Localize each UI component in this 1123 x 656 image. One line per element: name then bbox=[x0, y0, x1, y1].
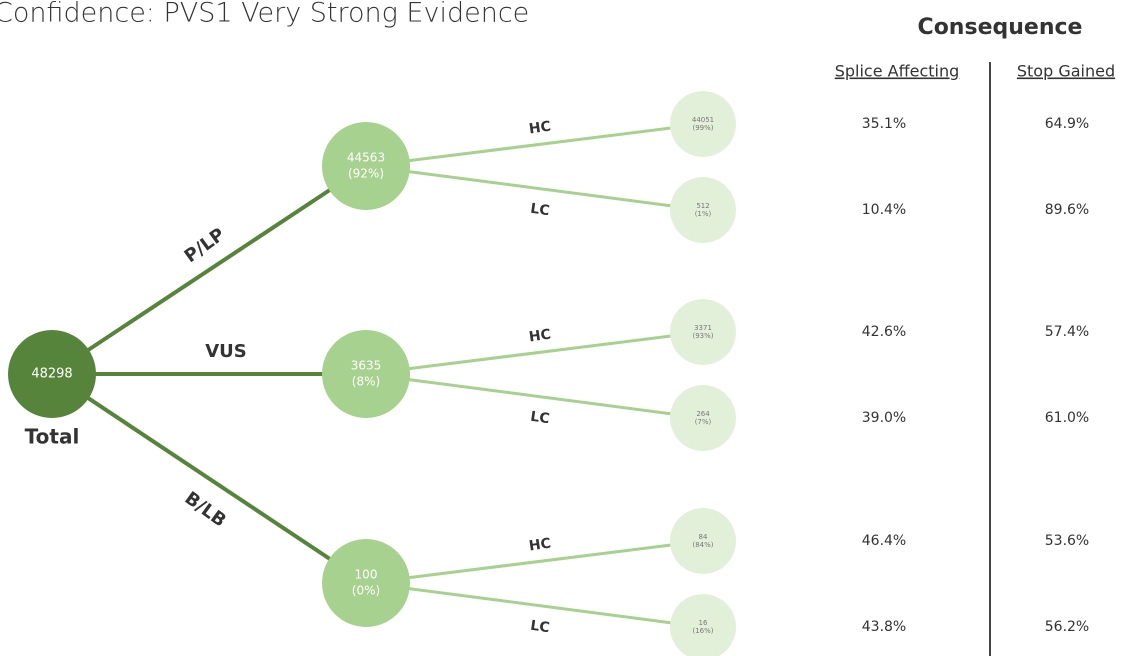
splice-value: 42.6% bbox=[862, 324, 906, 340]
leaf-edge bbox=[365, 539, 704, 585]
leaf-node bbox=[670, 299, 736, 365]
stop-value: 53.6% bbox=[1045, 533, 1089, 549]
leaf-node bbox=[670, 594, 736, 656]
class-count: 100 bbox=[355, 568, 378, 582]
splice-value: 10.4% bbox=[862, 202, 906, 218]
branch-edge bbox=[50, 164, 368, 376]
stop-value: 89.6% bbox=[1045, 202, 1089, 218]
leaf-count: 3371 bbox=[694, 324, 712, 332]
confidence-label: HC bbox=[528, 536, 552, 555]
stop-value: 57.4% bbox=[1045, 324, 1089, 340]
leaf-edge bbox=[365, 164, 704, 212]
root-count: 48298 bbox=[31, 367, 72, 382]
column-header: Splice Affecting bbox=[835, 62, 960, 81]
confidence-label: LC bbox=[529, 409, 550, 428]
title: Confidence: PVS1 Very Strong Evidence bbox=[0, 0, 529, 29]
leaf-edge bbox=[365, 330, 704, 376]
column-header: Stop Gained bbox=[1017, 62, 1115, 81]
leaf-share: (84%) bbox=[692, 541, 713, 549]
leaf-count: 16 bbox=[699, 619, 708, 627]
confidence-label: HC bbox=[528, 327, 552, 346]
class-share: (0%) bbox=[352, 584, 380, 598]
confidence-label: LC bbox=[529, 618, 550, 637]
root-label: Total bbox=[25, 425, 80, 449]
leaf-count: 84 bbox=[699, 533, 708, 541]
leaf-count: 264 bbox=[696, 410, 710, 418]
confidence-label: LC bbox=[529, 201, 550, 220]
splice-value: 43.8% bbox=[862, 619, 906, 635]
branch-label: VUS bbox=[205, 341, 247, 362]
stop-value: 61.0% bbox=[1045, 410, 1089, 426]
leaf-count: 44051 bbox=[692, 116, 714, 124]
splice-value: 35.1% bbox=[862, 116, 906, 132]
branch-edge bbox=[50, 372, 368, 585]
class-count: 44563 bbox=[347, 151, 385, 165]
consequence-title: Consequence bbox=[918, 15, 1083, 40]
leaf-share: (93%) bbox=[692, 332, 713, 340]
leaf-node bbox=[670, 385, 736, 451]
leaf-share: (16%) bbox=[692, 627, 713, 635]
branch-label: B/LB bbox=[181, 488, 230, 532]
confidence-label: HC bbox=[528, 119, 552, 138]
class-node bbox=[322, 122, 410, 210]
stop-value: 64.9% bbox=[1045, 116, 1089, 132]
leaf-node bbox=[670, 508, 736, 574]
leaf-node bbox=[670, 91, 736, 157]
leaf-node bbox=[670, 177, 736, 243]
class-count: 3635 bbox=[351, 359, 382, 373]
leaf-share: (1%) bbox=[695, 210, 712, 218]
class-share: (8%) bbox=[352, 375, 380, 389]
root-node bbox=[8, 330, 96, 418]
leaf-edge bbox=[365, 122, 704, 168]
leaf-count: 512 bbox=[696, 202, 709, 210]
stop-value: 56.2% bbox=[1045, 619, 1089, 635]
class-node bbox=[322, 330, 410, 418]
class-node bbox=[322, 539, 410, 627]
splice-value: 46.4% bbox=[862, 533, 906, 549]
splice-value: 39.0% bbox=[862, 410, 906, 426]
class-share: (92%) bbox=[348, 167, 384, 181]
leaf-edge bbox=[365, 372, 704, 420]
leaf-edge bbox=[365, 581, 704, 629]
leaf-share: (99%) bbox=[692, 124, 713, 132]
leaf-share: (7%) bbox=[695, 418, 712, 426]
